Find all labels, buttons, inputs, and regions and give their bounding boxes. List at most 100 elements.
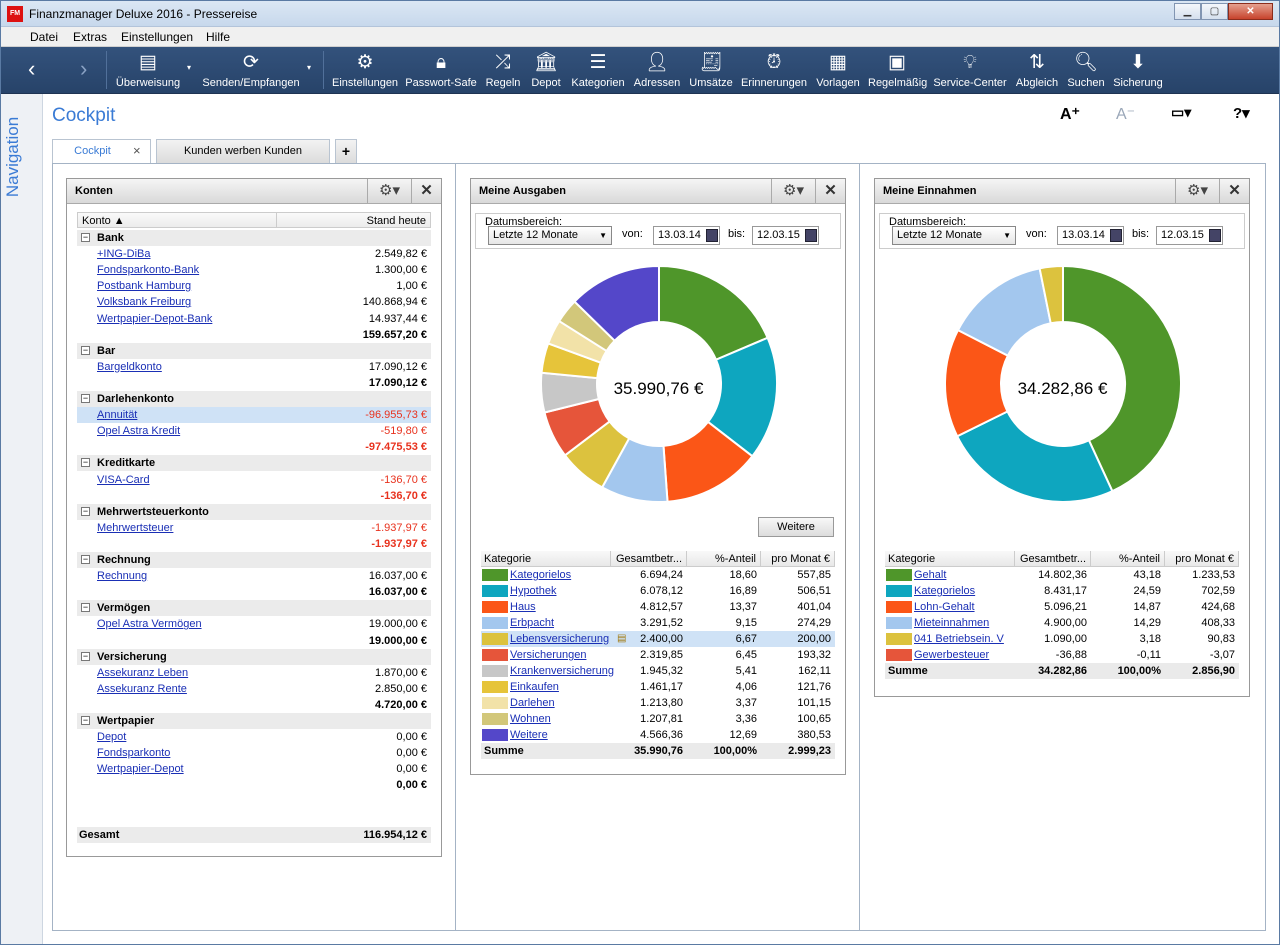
toolbar-regelmaessig-button[interactable]: ▣ Regelmäßig <box>868 47 927 94</box>
category-name-link[interactable]: Erbpacht <box>510 617 555 629</box>
column-header[interactable]: pro Monat € <box>1165 551 1239 567</box>
account-row[interactable]: Wertpapier-Depot-Bank 14.937,44 € <box>77 311 431 327</box>
ausgaben-settings-gear-icon[interactable]: ⚙▾ <box>771 179 815 203</box>
collapse-toggle-icon[interactable]: − <box>81 715 90 725</box>
category-name-link[interactable]: Lebensversicherung <box>510 633 610 645</box>
konten-settings-gear-icon[interactable]: ⚙▾ <box>367 179 411 203</box>
account-row[interactable]: Fondsparkonto 0,00 € <box>77 745 431 761</box>
account-name-link[interactable]: Wertpapier-Depot-Bank <box>97 312 213 325</box>
weitere-button[interactable]: Weitere <box>758 517 834 537</box>
tab-cockpit[interactable]: Cockpit × <box>52 139 151 163</box>
account-group-row[interactable]: − Wertpapier <box>77 713 431 729</box>
category-row[interactable]: Kategorielos 8.431,17 24,59 702,59 <box>885 583 1239 599</box>
from-date-input[interactable]: 13.03.14 <box>653 226 720 245</box>
navigation-label[interactable]: Navigation <box>3 116 23 198</box>
category-name-link[interactable]: Darlehen <box>510 697 555 709</box>
toolbar-depot-button[interactable]: 🏛︎ Depot <box>528 47 564 94</box>
back-arrow-icon[interactable]: ‹ <box>28 56 36 81</box>
minimize-button[interactable]: ▁ <box>1174 3 1201 20</box>
category-row[interactable]: Versicherungen 2.319,85 6,45 193,32 <box>481 647 835 663</box>
toolbar-erinnerungen-button[interactable]: ⏰︎ Erinnerungen <box>740 47 808 94</box>
account-row[interactable]: Annuität -96.955,73 € <box>77 407 431 424</box>
konten-close-icon[interactable]: ✕ <box>411 179 441 203</box>
collapse-toggle-icon[interactable]: − <box>81 232 90 242</box>
category-row[interactable]: Gehalt 14.802,36 43,18 1.233,53 <box>885 567 1239 583</box>
toolbar-suchen-button[interactable]: 🔍︎ Suchen <box>1066 47 1106 94</box>
account-row[interactable]: Assekuranz Leben 1.870,00 € <box>77 665 431 681</box>
account-row[interactable]: Bargeldkonto 17.090,12 € <box>77 359 431 375</box>
category-name-link[interactable]: Lohn-Gehalt <box>914 601 975 613</box>
account-row[interactable]: Postbank Hamburg 1,00 € <box>77 278 431 294</box>
account-name-link[interactable]: Wertpapier-Depot <box>97 763 184 776</box>
einnahmen-donut-chart[interactable] <box>875 264 1251 504</box>
category-row[interactable]: Weitere 4.566,36 12,69 380,53 <box>481 727 835 743</box>
ueberweisung-dropdown-icon[interactable]: ▾ <box>187 63 192 72</box>
collapse-toggle-icon[interactable]: − <box>81 650 90 661</box>
from-date-input[interactable]: 13.03.14 <box>1057 226 1124 245</box>
account-row[interactable]: +ING-DiBa 2.549,82 € <box>77 246 431 262</box>
ausgaben-donut-chart[interactable] <box>471 264 847 504</box>
toolbar-umsaetze-button[interactable]: 🧾︎ Umsätze <box>688 47 734 94</box>
donut-slice-weitere[interactable] <box>573 264 660 343</box>
column-header[interactable]: %-Anteil <box>1091 551 1165 567</box>
category-row[interactable]: Erbpacht 3.291,52 9,15 274,29 <box>481 615 835 631</box>
account-group-row[interactable]: − Rechnung <box>77 552 431 568</box>
menu-einstellungen[interactable]: Einstellungen <box>121 30 194 44</box>
account-row[interactable]: Assekuranz Rente 2.850,00 € <box>77 681 431 697</box>
donut-slice-041-betriebsein-v[interactable] <box>1038 264 1064 325</box>
collapse-toggle-icon[interactable]: − <box>81 554 90 564</box>
navigation-sidebar[interactable] <box>1 94 43 944</box>
account-group-row[interactable]: − Darlehenkonto <box>77 391 431 407</box>
category-name-link[interactable]: Gehalt <box>914 569 947 581</box>
einnahmen-close-icon[interactable]: ✕ <box>1219 179 1249 203</box>
account-name-link[interactable]: Assekuranz Leben <box>97 666 189 679</box>
collapse-toggle-icon[interactable]: − <box>81 602 90 613</box>
category-name-link[interactable]: Einkaufen <box>510 681 559 693</box>
toolbar-sicherung-button[interactable]: ⬇ Sicherung <box>1112 47 1164 94</box>
category-name-link[interactable]: 041 Betriebsein. V <box>914 633 1004 645</box>
category-name-link[interactable]: Versicherungen <box>510 649 587 661</box>
toolbar-adressen-button[interactable]: 👤︎ Adressen <box>633 47 681 94</box>
help-button[interactable]: ?▾ <box>1233 105 1250 122</box>
to-date-input[interactable]: 12.03.15 <box>1156 226 1223 245</box>
account-name-link[interactable]: Volksbank Freiburg <box>97 296 192 309</box>
account-group-row[interactable]: − Vermögen <box>77 600 431 617</box>
category-row[interactable]: Einkaufen 1.461,17 4,06 121,76 <box>481 679 835 695</box>
category-row[interactable]: Hypothek 6.078,12 16,89 506,51 <box>481 583 835 599</box>
account-row[interactable]: Fondsparkonto-Bank 1.300,00 € <box>77 262 431 278</box>
donut-slice-kategorielos[interactable] <box>955 410 1114 503</box>
category-name-link[interactable]: Kategorielos <box>914 585 976 597</box>
category-name-link[interactable]: Wohnen <box>510 713 551 725</box>
toolbar-ueberweisung-button[interactable]: ▤ Überweisung <box>111 47 185 94</box>
collapse-toggle-icon[interactable]: − <box>81 457 90 468</box>
account-row[interactable]: Volksbank Freiburg 140.868,94 € <box>77 294 431 310</box>
col-stand-header[interactable]: Stand heute <box>366 215 426 227</box>
account-group-row[interactable]: − Mehrwertsteuerkonto <box>77 503 431 520</box>
maximize-button[interactable]: ▢ <box>1201 3 1228 20</box>
col-konto-header[interactable]: Konto ▲ <box>82 215 125 227</box>
range-select[interactable]: Letzte 12 Monate ▼ <box>892 226 1016 245</box>
account-row[interactable]: Wertpapier-Depot 0,00 € <box>77 761 431 777</box>
toolbar-regeln-button[interactable]: ⤮ Regeln <box>484 47 522 94</box>
toolbar-passwort-button[interactable]: 🔒︎ Passwort-Safe <box>405 47 477 94</box>
column-header[interactable]: pro Monat € <box>761 551 835 567</box>
senden-dropdown-icon[interactable]: ▾ <box>307 63 312 72</box>
category-row[interactable]: Gewerbesteuer -36,88 -0,11 -3,07 <box>885 647 1239 663</box>
account-name-link[interactable]: Fondsparkonto <box>97 747 171 760</box>
category-name-link[interactable]: Weitere <box>510 729 548 741</box>
add-tab-button[interactable]: + <box>335 139 357 163</box>
collapse-toggle-icon[interactable]: − <box>81 344 90 355</box>
einnahmen-settings-gear-icon[interactable]: ⚙▾ <box>1175 179 1219 203</box>
toolbar-abgleich-button[interactable]: ⇅ Abgleich <box>1014 47 1060 94</box>
category-name-link[interactable]: Krankenversicherung <box>510 665 614 677</box>
account-name-link[interactable]: +ING-DiBa <box>97 248 151 261</box>
close-window-button[interactable]: ✕ <box>1228 3 1273 20</box>
forward-arrow-icon[interactable]: › <box>80 56 88 81</box>
monitor-button[interactable]: ▭▾ <box>1171 104 1192 120</box>
account-name-link[interactable]: Opel Astra Vermögen <box>97 618 202 631</box>
calendar-icon[interactable] <box>805 229 817 242</box>
range-select[interactable]: Letzte 12 Monate ▼ <box>488 226 612 245</box>
account-name-link[interactable]: Rechnung <box>97 570 148 583</box>
category-name-link[interactable]: Kategorielos <box>510 569 572 581</box>
account-name-link[interactable]: Postbank Hamburg <box>97 280 192 293</box>
